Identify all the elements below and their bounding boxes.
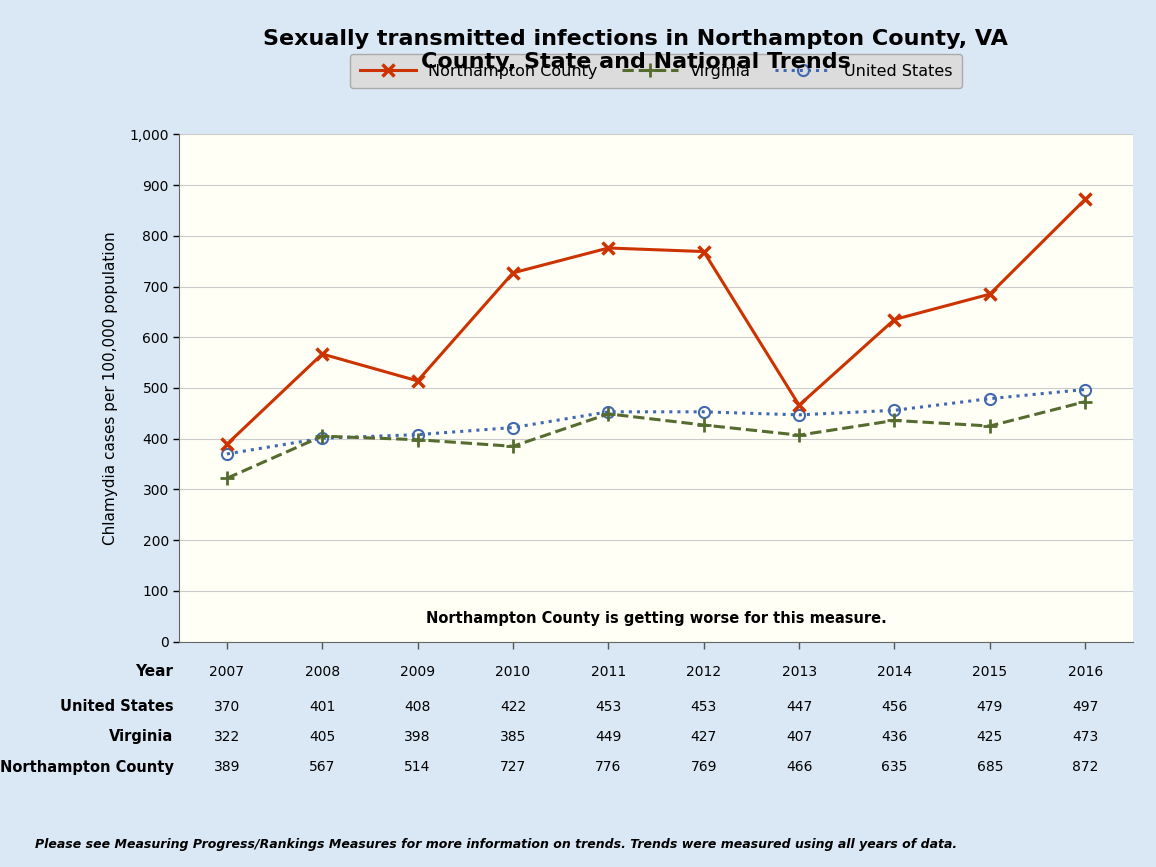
Text: 322: 322 [214, 730, 240, 744]
Text: County, State and National Trends: County, State and National Trends [421, 52, 851, 73]
Text: 2012: 2012 [687, 665, 721, 679]
Text: 436: 436 [881, 730, 907, 744]
Legend: Northampton County, Virginia, United States: Northampton County, Virginia, United Sta… [350, 54, 962, 88]
Text: 407: 407 [786, 730, 813, 744]
Text: 422: 422 [499, 700, 526, 714]
Text: 466: 466 [786, 760, 813, 774]
Text: 449: 449 [595, 730, 622, 744]
Text: 479: 479 [977, 700, 1003, 714]
Text: 2016: 2016 [1068, 665, 1103, 679]
Text: 2007: 2007 [209, 665, 244, 679]
Text: 2015: 2015 [972, 665, 1007, 679]
Text: Northampton County: Northampton County [0, 759, 173, 775]
Text: Please see Measuring Progress/Rankings Measures for more information on trends. : Please see Measuring Progress/Rankings M… [35, 838, 957, 851]
Text: 456: 456 [881, 700, 907, 714]
Text: 370: 370 [214, 700, 240, 714]
Text: 408: 408 [405, 700, 431, 714]
Text: 427: 427 [690, 730, 717, 744]
Y-axis label: Chlamydia cases per 100,000 population: Chlamydia cases per 100,000 population [103, 231, 118, 544]
Text: 567: 567 [309, 760, 335, 774]
Text: 514: 514 [405, 760, 431, 774]
Text: 401: 401 [309, 700, 335, 714]
Text: 2013: 2013 [781, 665, 816, 679]
Text: United States: United States [60, 699, 173, 714]
Text: 453: 453 [595, 700, 622, 714]
Text: 2010: 2010 [496, 665, 531, 679]
Text: 497: 497 [1072, 700, 1098, 714]
Text: 727: 727 [499, 760, 526, 774]
Text: 385: 385 [499, 730, 526, 744]
Text: 685: 685 [977, 760, 1003, 774]
Text: 769: 769 [690, 760, 717, 774]
Text: Virginia: Virginia [109, 729, 173, 745]
Text: 425: 425 [977, 730, 1003, 744]
Text: Northampton County is getting worse for this measure.: Northampton County is getting worse for … [425, 611, 887, 626]
Text: 398: 398 [405, 730, 431, 744]
Text: 447: 447 [786, 700, 813, 714]
Text: 872: 872 [1072, 760, 1098, 774]
Text: 453: 453 [690, 700, 717, 714]
Text: Year: Year [135, 664, 173, 680]
Text: 635: 635 [881, 760, 907, 774]
Text: 2009: 2009 [400, 665, 435, 679]
Text: Sexually transmitted infections in Northampton County, VA: Sexually transmitted infections in North… [264, 29, 1008, 49]
Text: 473: 473 [1072, 730, 1098, 744]
Text: 2014: 2014 [877, 665, 912, 679]
Text: 389: 389 [214, 760, 240, 774]
Text: 2011: 2011 [591, 665, 625, 679]
Text: 2008: 2008 [305, 665, 340, 679]
Text: 776: 776 [595, 760, 622, 774]
Text: 405: 405 [309, 730, 335, 744]
